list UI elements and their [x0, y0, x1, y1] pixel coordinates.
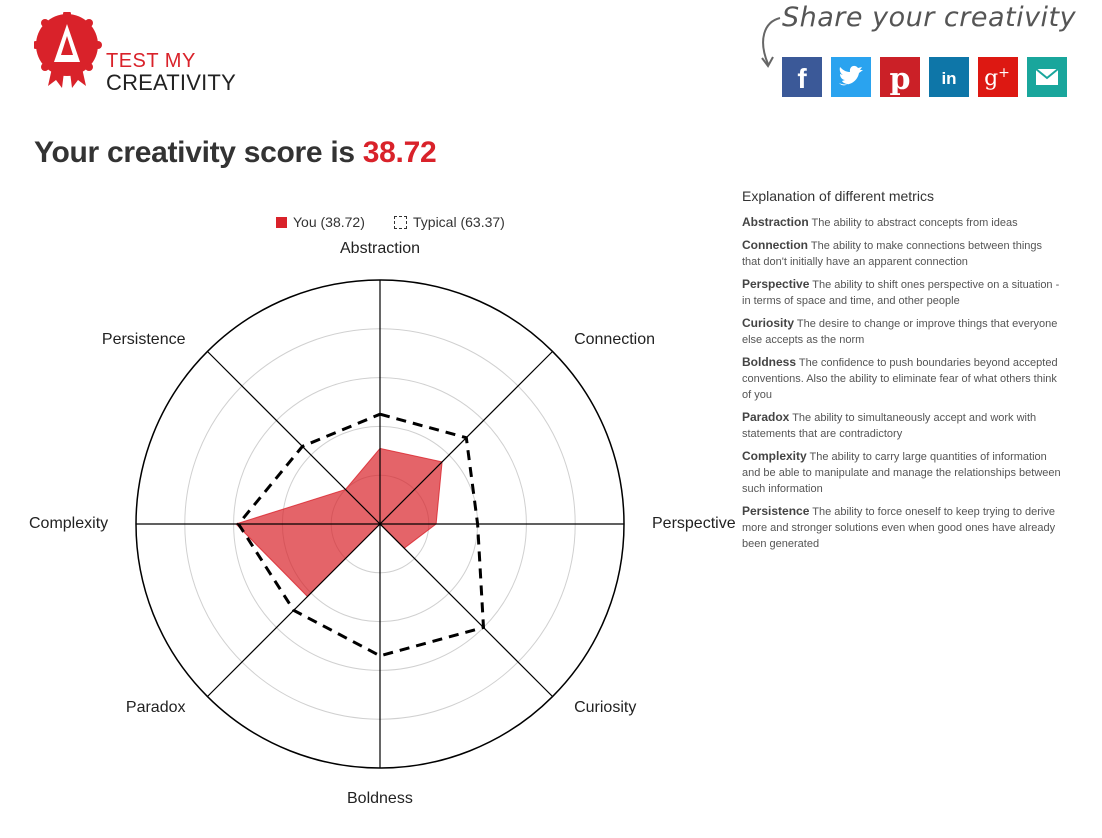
svg-text:p: p: [890, 62, 911, 97]
facebook-icon: f: [797, 63, 807, 94]
brand-logo[interactable]: TEST MY CREATIVITY: [34, 12, 236, 95]
metric-name: Persistence: [742, 504, 810, 518]
axis-label-boldness: Boldness: [347, 790, 413, 807]
score-prefix: Your creativity score is: [34, 136, 363, 169]
legend-typical[interactable]: Typical (63.37): [394, 214, 505, 230]
share-email-button[interactable]: [1027, 57, 1067, 97]
radar-grid-ring: [330, 474, 430, 574]
legend-you[interactable]: You (38.72): [276, 214, 365, 230]
metric-item: Curiosity The desire to change or improv…: [742, 315, 1062, 348]
pinterest-icon: p: [890, 62, 911, 97]
axis-label-connection: Connection: [574, 331, 656, 349]
explanation-title: Explanation of different metrics: [742, 188, 934, 204]
metric-description: The ability to abstract concepts from id…: [808, 217, 1018, 229]
metric-item: Abstraction The ability to abstract conc…: [742, 214, 1062, 231]
metric-item: Perspective The ability to shift ones pe…: [742, 276, 1062, 309]
metric-name: Complexity: [742, 449, 807, 463]
legend-you-swatch: [276, 216, 287, 228]
share-googleplus-button[interactable]: g+: [978, 57, 1018, 97]
metric-item: Paradox The ability to simultaneously ac…: [742, 409, 1062, 442]
twitter-icon: [839, 65, 863, 86]
radar-axis-connection: [379, 351, 553, 525]
legend-typical-label: Typical (63.37): [413, 214, 505, 230]
metric-name: Abstraction: [742, 215, 809, 229]
metric-name: Perspective: [742, 277, 810, 291]
email-icon: [1035, 68, 1059, 85]
metric-description: The ability to make connections between …: [742, 240, 1042, 268]
radar-grid-ring: [281, 425, 479, 623]
brand-line1: TEST MY: [106, 50, 196, 72]
share-title: Share your creativity: [782, 2, 1077, 33]
metric-item: Complexity The ability to carry large qu…: [742, 448, 1062, 497]
metric-name: Boldness: [742, 355, 797, 369]
svg-text:g+: g+: [984, 65, 1010, 91]
metric-description: The ability to simultaneously accept and…: [742, 412, 1037, 440]
axis-label-paradox: Paradox: [125, 698, 186, 716]
share-facebook-button[interactable]: f: [782, 57, 822, 97]
share-twitter-button[interactable]: [831, 57, 871, 97]
share-linkedin-button[interactable]: in: [929, 57, 969, 97]
radar-grid-ring: [233, 377, 527, 671]
svg-text:f: f: [797, 63, 807, 94]
series-you-area: [235, 447, 443, 598]
brand-line2: CREATIVITY: [106, 70, 236, 95]
metric-description: The ability to shift ones perspective on…: [742, 279, 1060, 307]
metric-name: Connection: [742, 238, 808, 252]
radar-outer-ring: [135, 279, 625, 769]
axis-label-complexity: Complexity: [29, 515, 109, 532]
linkedin-icon: in: [941, 69, 956, 88]
radar-axis-paradox: [207, 523, 381, 697]
legend-you-label: You (38.72): [293, 214, 365, 230]
badge-icon: [34, 12, 102, 88]
metric-name: Curiosity: [742, 316, 795, 330]
metric-item: Connection The ability to make connectio…: [742, 237, 1062, 270]
metrics-explanation: Explanation of different metrics Abstrac…: [742, 188, 1062, 558]
metric-description: The confidence to push boundaries beyond…: [742, 357, 1058, 401]
share-pinterest-button[interactable]: p: [880, 57, 920, 97]
metric-description: The ability to force oneself to keep try…: [742, 506, 1056, 550]
metric-description: The ability to carry large quantities of…: [742, 451, 1061, 495]
axis-label-curiosity: Curiosity: [574, 698, 637, 716]
radar-grid-ring: [184, 328, 576, 720]
axis-label-persistence: Persistence: [101, 331, 186, 349]
metric-item: Boldness The confidence to push boundari…: [742, 354, 1062, 403]
score-value: 38.72: [362, 136, 437, 169]
legend-typical-swatch: [394, 215, 407, 229]
series-typical-outline: [236, 412, 486, 658]
metric-description: The desire to change or improve things t…: [742, 318, 1058, 346]
metric-item: Persistence The ability to force oneself…: [742, 503, 1062, 552]
curved-arrow-icon: [761, 17, 781, 68]
score-headline: Your creativity score is 38.72: [34, 136, 437, 170]
axis-label-abstraction: Abstraction: [340, 240, 421, 257]
axis-label-perspective: Perspective: [652, 515, 736, 532]
google-plus-icon: g+: [984, 65, 1010, 91]
svg-text:in: in: [941, 69, 956, 88]
radar-axis-persistence: [207, 351, 381, 525]
metric-name: Paradox: [742, 410, 790, 424]
radar-axis-curiosity: [379, 523, 553, 697]
